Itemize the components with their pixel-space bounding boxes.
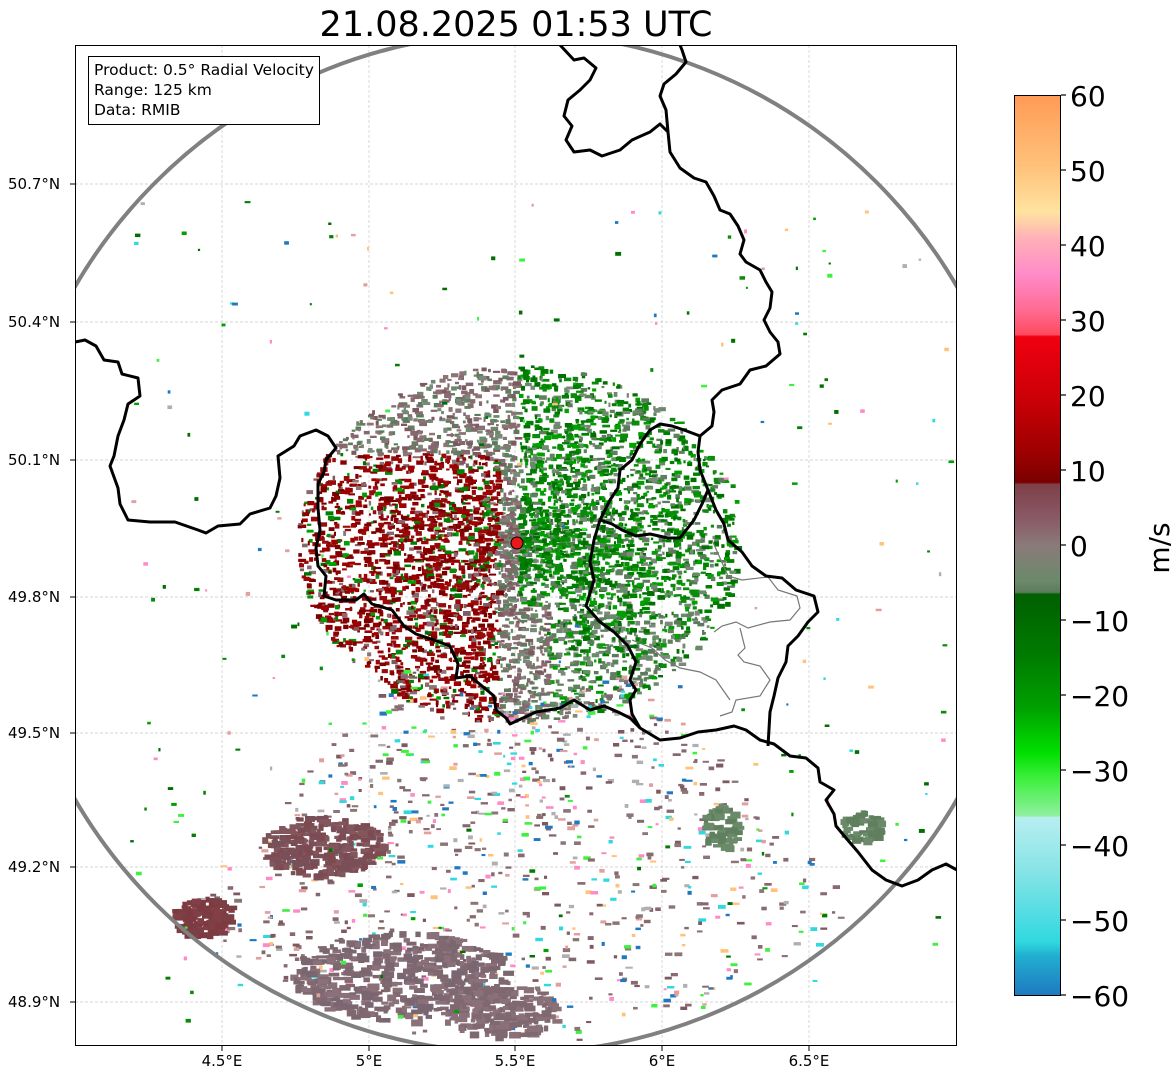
- colorbar-tick-label: −20: [1070, 680, 1130, 713]
- colorbar-tick-label: −40: [1070, 830, 1130, 863]
- colorbar-tick-label: 10: [1070, 455, 1106, 488]
- colorbar: [1014, 95, 1061, 996]
- y-tick-label: 50.1°N: [8, 451, 61, 469]
- colorbar-tick-marks: [1061, 94, 1066, 996]
- colorbar-tick-label: −50: [1070, 905, 1130, 938]
- regional-borders: [631, 539, 801, 717]
- info-range: Range: 125 km: [94, 81, 212, 99]
- y-tick-label: 49.8°N: [8, 588, 61, 606]
- info-product: Product: 0.5° Radial Velocity: [94, 61, 314, 79]
- colorbar-tick-label: 20: [1070, 380, 1106, 413]
- map-frame: [75, 45, 957, 1046]
- y-tick-label: 48.9°N: [8, 993, 61, 1011]
- colorbar-unit-label: m/s: [1143, 522, 1171, 574]
- radar-site-marker: [510, 536, 524, 550]
- info-box: Product: 0.5° Radial Velocity Range: 125…: [88, 56, 320, 125]
- colorbar-tick-label: 0: [1070, 530, 1088, 563]
- x-tick-label: 4.5°E: [201, 1052, 243, 1070]
- national-borders: [75, 45, 957, 888]
- x-tick-label: 5°E: [355, 1052, 383, 1070]
- colorbar-frame: [1014, 95, 1061, 996]
- colorbar-tick-label: 40: [1070, 230, 1106, 263]
- colorbar-tick-label: −60: [1070, 980, 1130, 1013]
- colorbar-tick-label: 50: [1070, 155, 1106, 188]
- y-tick-label: 49.2°N: [8, 858, 61, 876]
- x-tick-label: 6°E: [648, 1052, 676, 1070]
- colorbar-tick-label: −10: [1070, 605, 1130, 638]
- colorbar-tick-label: −30: [1070, 755, 1130, 788]
- y-tick-label: 50.7°N: [8, 175, 61, 193]
- x-tick-label: 5.5°E: [494, 1052, 536, 1070]
- info-data-source: Data: RMIB: [94, 101, 181, 119]
- axis-tick-marks: [70, 183, 810, 1051]
- colorbar-tick-label: 60: [1070, 80, 1106, 113]
- colorbar-tick-label: 30: [1070, 305, 1106, 338]
- y-tick-label: 49.5°N: [8, 724, 61, 742]
- x-tick-label: 6.5°E: [788, 1052, 830, 1070]
- y-tick-label: 50.4°N: [8, 313, 61, 331]
- map-title: 21.08.2025 01:53 UTC: [319, 5, 713, 45]
